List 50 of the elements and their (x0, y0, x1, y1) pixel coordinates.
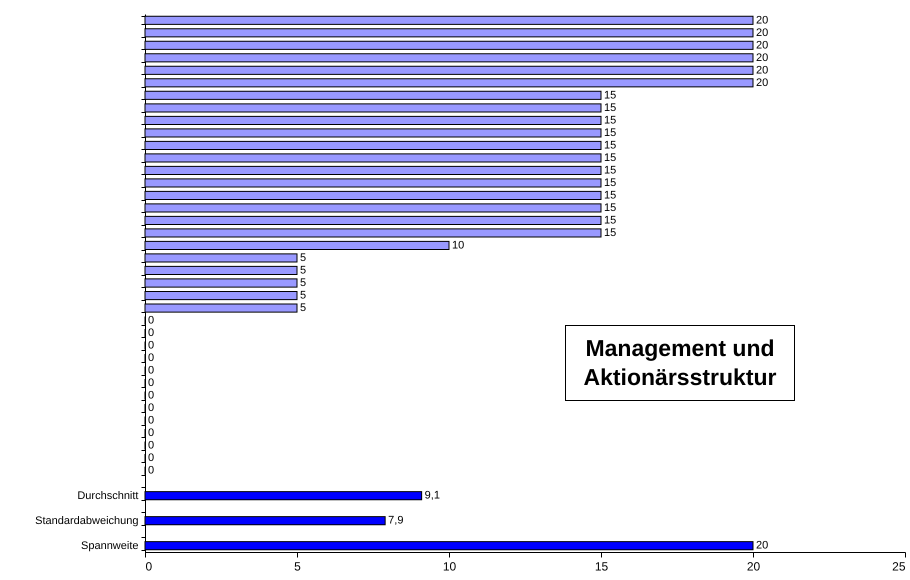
data-label: 0 (148, 390, 154, 402)
x-tick-label: 5 (294, 560, 302, 574)
y-tick-label: Spannweite (81, 540, 138, 552)
data-label: 15 (604, 202, 616, 214)
data-label: 0 (148, 377, 154, 390)
data-label: 0 (148, 414, 154, 427)
data-label: 15 (604, 214, 616, 226)
data-label: 0 (148, 352, 154, 364)
data-label: 15 (604, 176, 616, 189)
data-label: 0 (148, 452, 154, 464)
x-tick-label: 10 (442, 560, 456, 574)
data-label: 0 (148, 340, 154, 352)
y-tick-label: Durchschnitt (77, 490, 138, 502)
data-label: 15 (604, 139, 616, 152)
data-label: 15 (604, 189, 616, 202)
data-label: 5 (300, 252, 306, 264)
data-label: 15 (604, 114, 616, 126)
data-label: 0 (148, 464, 154, 477)
data-label: 20 (756, 52, 768, 64)
text: Management und Aktionärsstruktur (565, 325, 795, 401)
data-label: 20 (756, 64, 768, 76)
data-label: 0 (148, 327, 154, 340)
data-label: 20 (756, 14, 768, 26)
data-label: 0 (148, 314, 154, 327)
data-label: 5 (300, 264, 306, 276)
data-label: 15 (604, 164, 616, 176)
data-label: 0 (148, 440, 154, 452)
data-label: 5 (300, 290, 306, 302)
data-label: 0 (148, 402, 154, 414)
data-label: 5 (300, 277, 306, 289)
data-label: 15 (604, 102, 616, 114)
data-label: 9,1 (424, 490, 440, 502)
x-tick-label: 15 (594, 560, 608, 574)
data-label: 10 (452, 239, 464, 252)
x-tick-label: 25 (892, 560, 906, 574)
x-tick-label: 20 (746, 560, 760, 574)
data-label: 0 (148, 364, 154, 377)
data-label: 15 (604, 226, 616, 239)
data-label: 5 (300, 302, 306, 314)
data-label: 15 (604, 126, 616, 139)
data-label: 20 (756, 26, 768, 39)
y-tick-label: Standardabweichung (35, 515, 138, 528)
x-tick-label: 0 (146, 560, 152, 574)
data-label: 0 (148, 427, 154, 440)
data-label: 20 (756, 76, 768, 89)
data-label: 15 (604, 89, 616, 102)
data-label: 20 (756, 39, 768, 52)
data-label: 20 (756, 540, 768, 552)
data-label: 15 (604, 152, 616, 164)
data-label: 7,9 (388, 514, 404, 527)
